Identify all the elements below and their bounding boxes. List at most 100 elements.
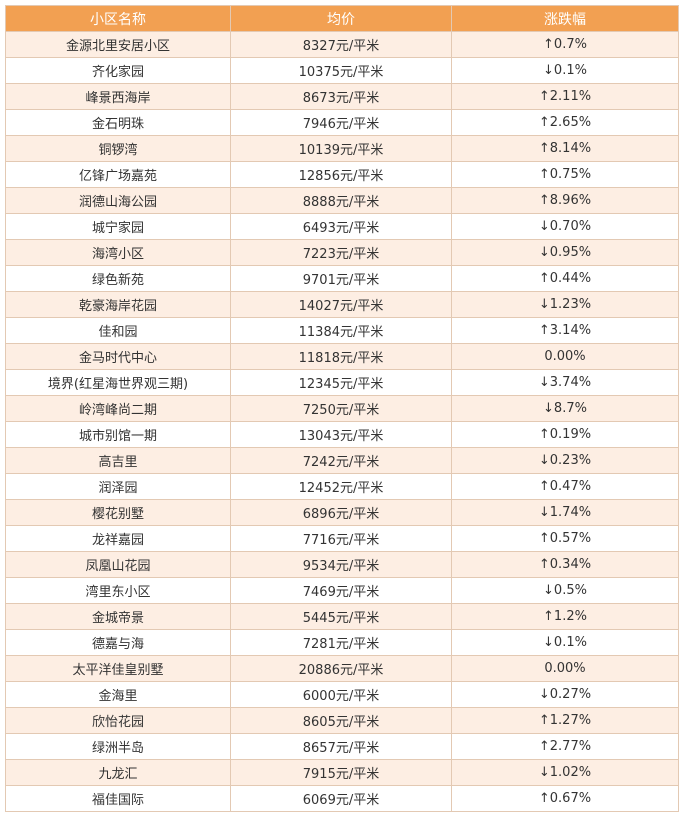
community-name-cell: 佳和园: [5, 317, 231, 344]
community-name-cell: 凤凰山花园: [5, 551, 231, 578]
change-rate-cell: ↓0.95%: [451, 239, 679, 266]
average-price-cell: 12452元/平米: [230, 473, 452, 500]
community-name-cell: 樱花别墅: [5, 499, 231, 526]
table-row: 德嘉与海 7281元/平米 ↓0.1%: [5, 629, 679, 656]
change-rate-cell: ↑8.96%: [451, 187, 679, 214]
table-body: 金源北里安居小区 8327元/平米 ↑0.7% 齐化家园 10375元/平米 ↓0.1% 峰…: [5, 31, 679, 812]
average-price-cell: 7469元/平米: [230, 577, 452, 604]
average-price-cell: 11818元/平米: [230, 343, 452, 370]
community-name-cell: 太平洋佳皇别墅: [5, 655, 231, 682]
table-row: 岭湾峰尚二期 7250元/平米 ↓8.7%: [5, 395, 679, 422]
community-name-cell: 湾里东小区: [5, 577, 231, 604]
average-price-cell: 6069元/平米: [230, 785, 452, 812]
header-community-name: 小区名称: [5, 5, 231, 32]
table-row: 城宁家园 6493元/平米 ↓0.70%: [5, 213, 679, 240]
average-price-cell: 11384元/平米: [230, 317, 452, 344]
community-name-cell: 境界(红星海世界观三期): [5, 369, 231, 396]
table-row: 城市别馆一期 13043元/平米 ↑0.19%: [5, 421, 679, 448]
table-row: 太平洋佳皇别墅 20886元/平米 0.00%: [5, 655, 679, 682]
table-row: 绿洲半岛 8657元/平米 ↑2.77%: [5, 733, 679, 760]
table-row: 欣怡花园 8605元/平米 ↑1.27%: [5, 707, 679, 734]
average-price-cell: 12345元/平米: [230, 369, 452, 396]
average-price-cell: 5445元/平米: [230, 603, 452, 630]
community-name-cell: 金源北里安居小区: [5, 31, 231, 58]
average-price-cell: 10375元/平米: [230, 57, 452, 84]
change-rate-cell: ↓0.1%: [451, 57, 679, 84]
community-name-cell: 齐化家园: [5, 57, 231, 84]
change-rate-cell: ↓3.74%: [451, 369, 679, 396]
change-rate-cell: ↑2.65%: [451, 109, 679, 136]
change-rate-cell: ↓0.70%: [451, 213, 679, 240]
table-row: 樱花别墅 6896元/平米 ↓1.74%: [5, 499, 679, 526]
community-name-cell: 金石明珠: [5, 109, 231, 136]
community-name-cell: 金城帝景: [5, 603, 231, 630]
table-row: 齐化家园 10375元/平米 ↓0.1%: [5, 57, 679, 84]
change-rate-cell: ↑2.11%: [451, 83, 679, 110]
community-name-cell: 亿锋广场嘉苑: [5, 161, 231, 188]
community-name-cell: 福佳国际: [5, 785, 231, 812]
header-change-rate: 涨跌幅: [451, 5, 679, 32]
community-name-cell: 铜锣湾: [5, 135, 231, 162]
change-rate-cell: ↑0.57%: [451, 525, 679, 552]
table-row: 海湾小区 7223元/平米 ↓0.95%: [5, 239, 679, 266]
average-price-cell: 7946元/平米: [230, 109, 452, 136]
header-average-price: 均价: [230, 5, 452, 32]
table-row: 润泽园 12452元/平米 ↑0.47%: [5, 473, 679, 500]
table-row: 乾豪海岸花园 14027元/平米 ↓1.23%: [5, 291, 679, 318]
community-name-cell: 金海里: [5, 681, 231, 708]
change-rate-cell: ↑0.19%: [451, 421, 679, 448]
table-row: 绿色新苑 9701元/平米 ↑0.44%: [5, 265, 679, 292]
table-row: 金海里 6000元/平米 ↓0.27%: [5, 681, 679, 708]
community-name-cell: 绿洲半岛: [5, 733, 231, 760]
average-price-cell: 9701元/平米: [230, 265, 452, 292]
table-row: 峰景西海岸 8673元/平米 ↑2.11%: [5, 83, 679, 110]
average-price-cell: 20886元/平米: [230, 655, 452, 682]
price-table: 小区名称 均价 涨跌幅 金源北里安居小区 8327元/平米 ↑0.7% 齐化家园 103…: [5, 5, 679, 812]
community-name-cell: 峰景西海岸: [5, 83, 231, 110]
average-price-cell: 7716元/平米: [230, 525, 452, 552]
average-price-cell: 8673元/平米: [230, 83, 452, 110]
table-row: 凤凰山花园 9534元/平米 ↑0.34%: [5, 551, 679, 578]
average-price-cell: 6896元/平米: [230, 499, 452, 526]
community-name-cell: 海湾小区: [5, 239, 231, 266]
average-price-cell: 12856元/平米: [230, 161, 452, 188]
community-name-cell: 城市别馆一期: [5, 421, 231, 448]
table-row: 福佳国际 6069元/平米 ↑0.67%: [5, 785, 679, 812]
community-name-cell: 欣怡花园: [5, 707, 231, 734]
average-price-cell: 7915元/平米: [230, 759, 452, 786]
average-price-cell: 13043元/平米: [230, 421, 452, 448]
average-price-cell: 9534元/平米: [230, 551, 452, 578]
community-name-cell: 乾豪海岸花园: [5, 291, 231, 318]
table-row: 九龙汇 7915元/平米 ↓1.02%: [5, 759, 679, 786]
community-name-cell: 岭湾峰尚二期: [5, 395, 231, 422]
table-row: 佳和园 11384元/平米 ↑3.14%: [5, 317, 679, 344]
community-name-cell: 绿色新苑: [5, 265, 231, 292]
table-row: 金源北里安居小区 8327元/平米 ↑0.7%: [5, 31, 679, 58]
price-table-container: 小区名称 均价 涨跌幅 金源北里安居小区 8327元/平米 ↑0.7% 齐化家园 103…: [5, 5, 679, 812]
average-price-cell: 10139元/平米: [230, 135, 452, 162]
table-row: 湾里东小区 7469元/平米 ↓0.5%: [5, 577, 679, 604]
change-rate-cell: ↓0.23%: [451, 447, 679, 474]
change-rate-cell: ↑0.75%: [451, 161, 679, 188]
community-name-cell: 城宁家园: [5, 213, 231, 240]
table-row: 金城帝景 5445元/平米 ↑1.2%: [5, 603, 679, 630]
community-name-cell: 润泽园: [5, 473, 231, 500]
change-rate-cell: ↓0.1%: [451, 629, 679, 656]
change-rate-cell: 0.00%: [451, 343, 679, 370]
table-row: 金石明珠 7946元/平米 ↑2.65%: [5, 109, 679, 136]
change-rate-cell: ↑0.44%: [451, 265, 679, 292]
change-rate-cell: ↑0.67%: [451, 785, 679, 812]
community-name-cell: 润德山海公园: [5, 187, 231, 214]
table-row: 润德山海公园 8888元/平米 ↑8.96%: [5, 187, 679, 214]
change-rate-cell: ↑0.34%: [451, 551, 679, 578]
table-row: 龙祥嘉园 7716元/平米 ↑0.57%: [5, 525, 679, 552]
change-rate-cell: ↓0.27%: [451, 681, 679, 708]
community-name-cell: 高吉里: [5, 447, 231, 474]
community-name-cell: 金马时代中心: [5, 343, 231, 370]
change-rate-cell: ↑2.77%: [451, 733, 679, 760]
community-name-cell: 九龙汇: [5, 759, 231, 786]
table-row: 高吉里 7242元/平米 ↓0.23%: [5, 447, 679, 474]
table-row: 境界(红星海世界观三期) 12345元/平米 ↓3.74%: [5, 369, 679, 396]
change-rate-cell: ↑1.27%: [451, 707, 679, 734]
average-price-cell: 7223元/平米: [230, 239, 452, 266]
